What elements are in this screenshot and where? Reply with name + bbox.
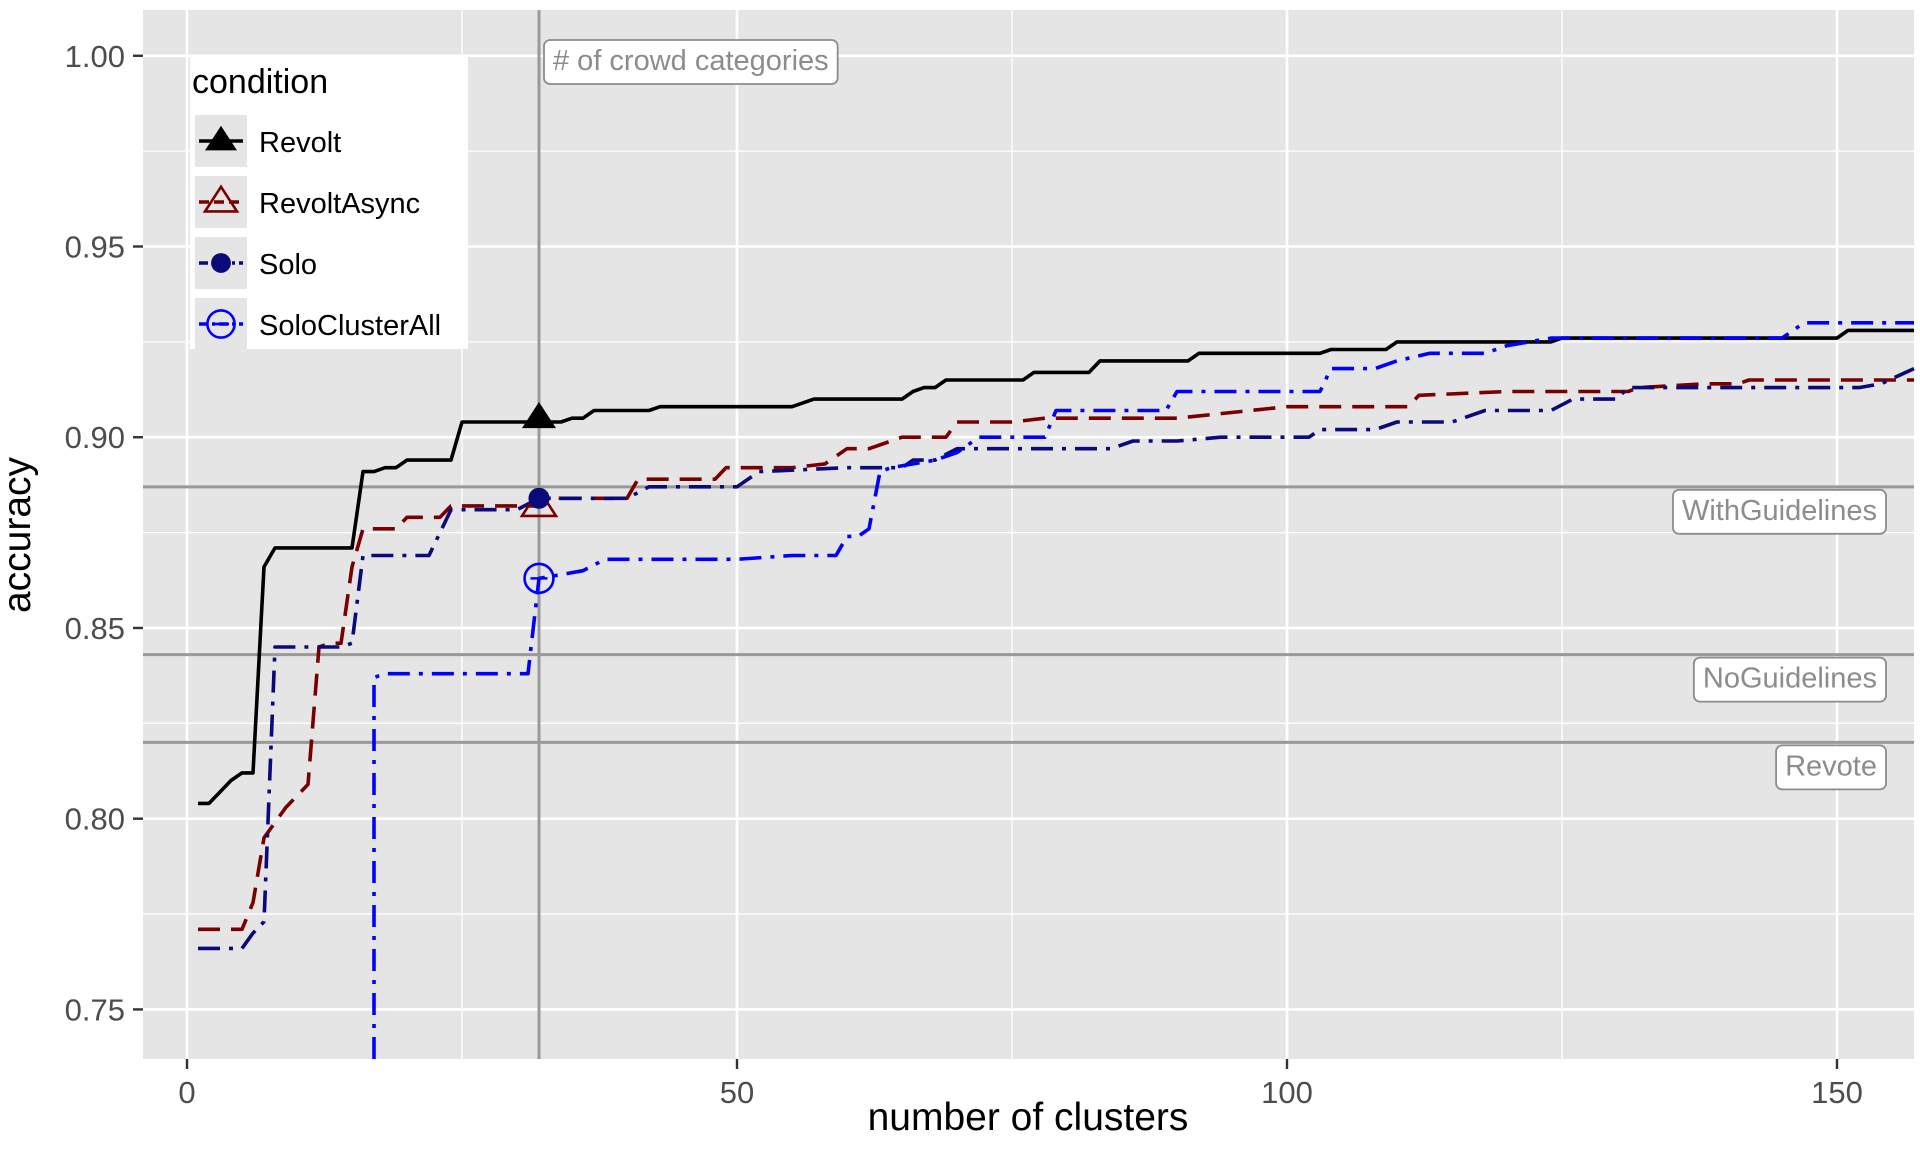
series-line-revoltasync [198, 378, 1914, 932]
reference-label-box [543, 39, 839, 85]
x-tick-label: 150 [1811, 1075, 1863, 1110]
legend-marker-soloclusterall [206, 309, 236, 339]
legend-title: condition [192, 63, 328, 101]
x-tick-label: 100 [1261, 1075, 1313, 1110]
legend-label: Solo [259, 249, 317, 281]
y-tick-label: 0.85 [65, 611, 125, 646]
y-tick-label: 1.00 [65, 39, 125, 74]
legend-label: Revolt [259, 127, 341, 159]
series-markers [519, 402, 559, 595]
series-lines [198, 321, 1915, 1059]
y-tick-label: 0.90 [65, 420, 125, 455]
x-tick-label: 50 [720, 1075, 754, 1110]
reference-lines [143, 10, 1914, 1059]
x-tick-label: 0 [178, 1075, 195, 1110]
legend-label: SoloClusterAll [259, 310, 441, 342]
reference-label: Revote [1785, 750, 1877, 782]
y-axis: 0.75 0.80 0.85 0.90 0.95 1.00 [65, 39, 143, 1027]
reference-label: NoGuidelines [1703, 663, 1877, 695]
legend-marker-solo [211, 253, 231, 273]
x-axis: 0 50 100 150 [178, 1059, 1863, 1110]
reference-label-box [1692, 656, 1887, 703]
legend-marker-revoltasync [202, 184, 240, 213]
legend-marker-revolt [205, 125, 237, 151]
reference-label-box [1775, 744, 1887, 791]
series-line-soloclusterall [372, 321, 1914, 1059]
y-tick-label: 0.95 [65, 230, 125, 265]
reference-labels: # of crowd categories WithGuidelines NoGui… [543, 39, 1887, 791]
y-axis-label: accuracy [0, 456, 39, 613]
series-line-revolt [198, 328, 1914, 806]
x-axis-label: number of clusters [868, 1096, 1189, 1139]
reference-label: WithGuidelines [1682, 495, 1877, 527]
legend: condition Revolt RevoltAsync Solo SoloCluste… [190, 55, 468, 350]
y-tick-label: 0.75 [65, 992, 125, 1027]
series-marker-revolt [522, 402, 556, 429]
reference-label: # of crowd categories [553, 45, 829, 77]
reference-label-box [1672, 488, 1887, 535]
y-tick-label: 0.80 [65, 802, 125, 837]
series-line-solo [198, 366, 1915, 951]
series-marker-soloclusterall [523, 562, 555, 595]
series-marker-solo [528, 487, 550, 509]
legend-label: RevoltAsync [259, 188, 420, 220]
